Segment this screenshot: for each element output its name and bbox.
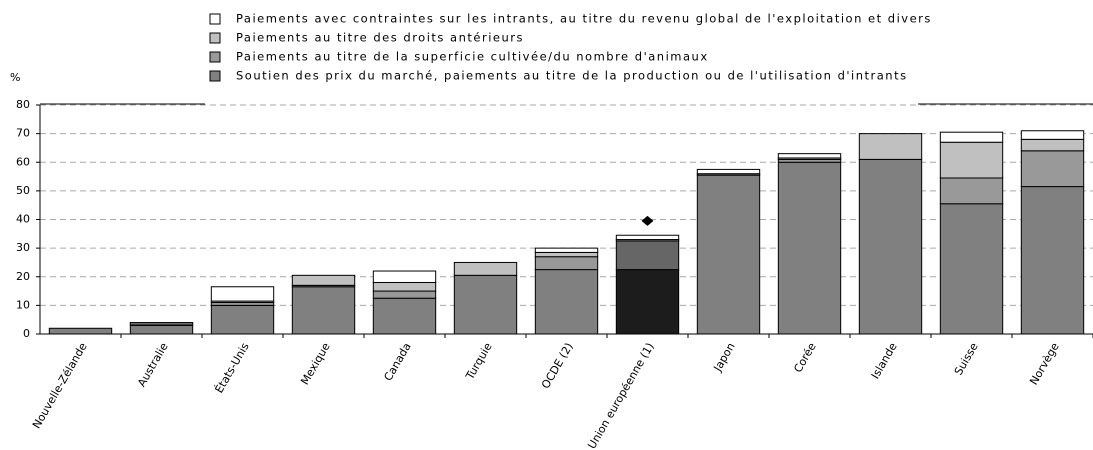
y-axis-label: % — [10, 71, 20, 84]
bar-segment — [696, 174, 761, 335]
x-tick-label: Islande — [869, 340, 900, 381]
bar-segment — [291, 274, 356, 286]
bar-segment — [534, 269, 599, 335]
bar-segment — [210, 286, 275, 302]
y-tick-label: 80 — [16, 98, 30, 111]
bar-segment — [1020, 186, 1085, 335]
bar-segment — [615, 234, 680, 241]
x-tick-label: Union européenne (1) — [585, 341, 656, 450]
bar-segment — [939, 177, 1004, 205]
x-tick-label: Australie — [135, 340, 171, 389]
bar-segment — [939, 141, 1004, 179]
x-tick-label: Japon — [711, 340, 738, 374]
y-tick-label: 60 — [16, 155, 30, 168]
x-tick-label: Turquie — [463, 340, 495, 382]
bar-segment — [777, 161, 842, 335]
bar-segment — [534, 256, 599, 271]
bar-segment — [372, 281, 437, 292]
x-tick-label: États-Unis — [213, 340, 252, 395]
bar-segment — [615, 240, 680, 271]
y-tick-label: 50 — [16, 184, 30, 197]
legend-swatch — [209, 70, 221, 82]
x-tick-label: Nouvelle-Zélande — [30, 340, 90, 431]
y-tick-label: 70 — [16, 127, 30, 140]
bar-segment — [453, 274, 518, 335]
bar-segment — [372, 270, 437, 283]
bar-segment — [534, 251, 599, 258]
bar-segment — [48, 327, 113, 335]
y-tick-label: 30 — [16, 241, 30, 254]
bar-segment — [696, 168, 761, 175]
legend-label: Paiements au titre de la superficie cult… — [236, 50, 709, 64]
bar-segment — [372, 297, 437, 335]
legend-swatch — [209, 13, 221, 25]
bar-segment — [129, 322, 194, 325]
bar-segment — [615, 269, 680, 335]
y-tick-label: 20 — [16, 270, 30, 283]
legend-swatch — [209, 51, 221, 63]
legend-label: Paiements avec contraintes sur les intra… — [236, 12, 932, 26]
bar-segment — [372, 290, 437, 299]
bar-segment — [1020, 150, 1085, 188]
y-tick-label: 0 — [23, 327, 30, 340]
y-tick-label: 40 — [16, 213, 30, 226]
bar-segment — [777, 153, 842, 159]
bar-segment — [291, 286, 356, 335]
bar-segment — [858, 158, 923, 335]
bar-segment — [129, 324, 194, 335]
x-tick-label: Suisse — [952, 340, 981, 377]
bar-segment — [210, 304, 275, 335]
x-tick-label: Norvège — [1027, 340, 1062, 387]
bar-segment — [534, 247, 599, 253]
legend-label: Soutien des prix du marché, paiements au… — [236, 69, 908, 83]
marker — [641, 215, 654, 226]
bar-segment — [858, 133, 923, 160]
bar-segment — [1020, 138, 1085, 152]
bar-segment — [939, 131, 1004, 143]
x-tick-label: OCDE (2) — [539, 341, 576, 392]
bar-segment — [939, 203, 1004, 335]
legend-swatch — [209, 32, 221, 44]
x-tick-label: Corée — [791, 340, 818, 375]
x-tick-label: Canada — [382, 341, 414, 384]
bar-segment — [1020, 130, 1085, 140]
bar-segment — [453, 261, 518, 276]
y-tick-label: 10 — [16, 298, 30, 311]
legend-label: Paiements au titre des droits antérieurs — [236, 31, 524, 45]
x-tick-label: Mexique — [298, 340, 333, 387]
